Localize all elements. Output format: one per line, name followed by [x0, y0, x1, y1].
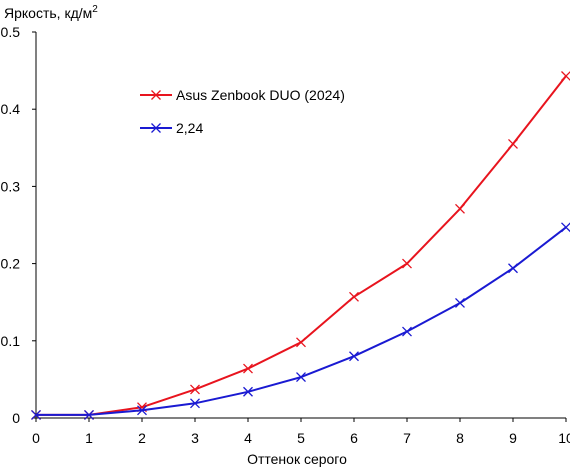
data-point	[402, 258, 412, 269]
data-point	[349, 291, 359, 302]
y-axis-title: Яркость, кд/м2	[4, 4, 98, 21]
y-tick-label: 0.5	[1, 24, 21, 40]
data-point	[349, 351, 359, 362]
data-point	[296, 372, 306, 383]
y-tick-label: 0.2	[1, 256, 21, 272]
series-2	[31, 222, 570, 420]
data-point	[84, 409, 94, 420]
legend-label: 2,24	[176, 120, 203, 136]
x-tick-label: 9	[509, 430, 517, 446]
x-tick-label: 0	[32, 430, 40, 446]
legend-marker	[151, 123, 161, 133]
data-point	[402, 326, 412, 337]
y-ticks: 0 0.1 0.2 0.3 0.4 0.5	[1, 24, 36, 426]
x-tick-label: 2	[138, 430, 146, 446]
legend-entry: 2,24	[140, 120, 203, 136]
legend: Asus Zenbook DUO (2024) 2,24	[140, 87, 345, 136]
series-line	[36, 226, 567, 416]
y-tick-label: 0	[12, 410, 20, 426]
x-tick-label: 5	[297, 430, 305, 446]
data-point	[31, 409, 41, 420]
x-tick-label: 7	[403, 430, 411, 446]
legend-marker	[151, 90, 161, 100]
data-point	[455, 298, 465, 308]
x-tick-label: 6	[350, 430, 358, 446]
data-point	[508, 263, 518, 274]
data-point	[296, 337, 306, 348]
series-layer	[31, 71, 570, 420]
x-axis-title: Оттенок серого	[247, 451, 347, 467]
data-point	[190, 384, 200, 395]
x-tick-label: 4	[244, 430, 252, 446]
series-1	[31, 71, 570, 420]
data-point	[137, 405, 147, 416]
y-tick-label: 0.3	[1, 178, 21, 194]
series-line	[36, 75, 567, 416]
data-point	[243, 363, 253, 374]
data-point	[190, 398, 200, 409]
data-point	[243, 386, 253, 397]
y-tick-label: 0.1	[1, 333, 21, 349]
x-tick-label: 1	[85, 430, 93, 446]
x-tick-label: 10	[558, 430, 570, 446]
x-tick-label: 3	[191, 430, 199, 446]
data-point	[455, 203, 465, 214]
data-point	[508, 138, 518, 149]
data-point	[561, 222, 570, 233]
x-ticks: 0 1 2 3 4 5 6 7 8 9 10	[32, 418, 570, 446]
legend-label: Asus Zenbook DUO (2024)	[176, 87, 345, 103]
data-point	[561, 71, 570, 81]
x-tick-label: 8	[456, 430, 464, 446]
legend-entry: Asus Zenbook DUO (2024)	[140, 87, 345, 103]
y-tick-label: 0.4	[1, 101, 21, 117]
